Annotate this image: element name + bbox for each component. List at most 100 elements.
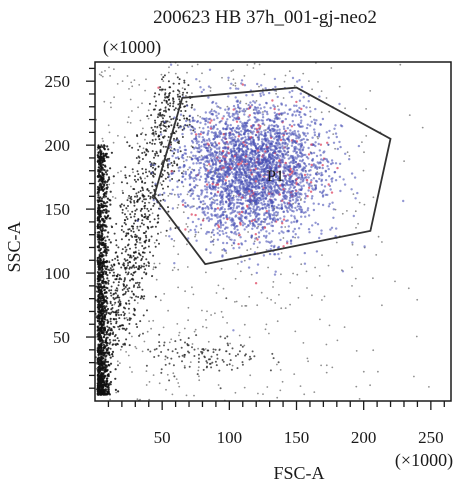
- data-point: [171, 164, 174, 167]
- data-point: [103, 329, 106, 332]
- data-point: [99, 390, 103, 394]
- data-point: [102, 282, 105, 285]
- data-point: [343, 326, 346, 328]
- data-point: [163, 99, 166, 102]
- data-point: [141, 219, 144, 222]
- data-point: [129, 122, 132, 124]
- data-point: [174, 132, 176, 135]
- data-point: [277, 203, 280, 207]
- data-point: [262, 197, 266, 200]
- data-point: [282, 218, 286, 221]
- data-point: [99, 199, 102, 202]
- data-point: [172, 105, 175, 108]
- data-point: [159, 126, 162, 128]
- data-point: [97, 387, 100, 390]
- data-point: [184, 172, 188, 176]
- data-point: [137, 162, 140, 165]
- data-point: [105, 299, 108, 302]
- data-point: [106, 265, 109, 268]
- data-point: [222, 360, 225, 363]
- data-point: [136, 219, 139, 222]
- data-point: [254, 213, 257, 216]
- data-point: [205, 326, 208, 329]
- data-point: [118, 277, 121, 280]
- data-point: [192, 169, 196, 172]
- data-point: [170, 237, 173, 241]
- data-point: [157, 232, 159, 235]
- data-point: [100, 255, 103, 258]
- data-point: [162, 136, 164, 139]
- data-point: [171, 178, 174, 180]
- data-point: [290, 214, 293, 217]
- data-point: [222, 133, 225, 136]
- data-point: [332, 141, 336, 144]
- data-point: [109, 320, 112, 323]
- data-point: [256, 304, 259, 307]
- data-point: [105, 351, 108, 354]
- data-point: [210, 236, 213, 238]
- data-point: [146, 330, 149, 333]
- data-point: [174, 107, 177, 110]
- data-point: [232, 247, 235, 250]
- data-point: [307, 228, 311, 231]
- data-point: [317, 142, 320, 146]
- data-point: [142, 172, 144, 175]
- data-point: [289, 108, 292, 111]
- data-point: [131, 210, 134, 213]
- data-point: [148, 238, 151, 241]
- data-point: [204, 188, 207, 191]
- data-point: [185, 119, 188, 123]
- data-point: [197, 197, 201, 201]
- data-point: [116, 294, 119, 297]
- data-point: [130, 195, 133, 198]
- data-point: [255, 129, 259, 132]
- data-point: [241, 361, 244, 364]
- data-point: [128, 260, 131, 263]
- data-point: [130, 229, 133, 232]
- data-point: [168, 94, 171, 97]
- data-point: [101, 318, 104, 321]
- data-point: [210, 131, 214, 134]
- data-point: [138, 145, 141, 148]
- data-point: [109, 292, 112, 295]
- data-point: [144, 234, 147, 237]
- data-point: [123, 258, 126, 261]
- data-point: [237, 195, 241, 198]
- data-point: [273, 117, 277, 120]
- data-point: [123, 312, 126, 315]
- data-point: [99, 320, 102, 323]
- data-point: [415, 335, 418, 338]
- data-point: [299, 223, 303, 226]
- data-point: [307, 186, 311, 189]
- data-point: [159, 108, 162, 111]
- data-point: [105, 270, 108, 273]
- data-point: [109, 167, 112, 170]
- data-point: [245, 121, 248, 124]
- data-point: [216, 353, 219, 356]
- data-point: [133, 258, 136, 261]
- data-point: [132, 227, 135, 230]
- data-point: [109, 241, 112, 244]
- data-point: [102, 340, 104, 343]
- data-point: [168, 121, 171, 123]
- data-point: [115, 318, 118, 321]
- data-point: [139, 209, 142, 212]
- data-point: [212, 233, 216, 237]
- data-point: [271, 164, 274, 167]
- data-point: [149, 141, 151, 144]
- data-point: [114, 257, 117, 260]
- data-point: [361, 141, 363, 144]
- data-point: [194, 235, 196, 238]
- data-point: [300, 125, 303, 128]
- data-point: [205, 360, 208, 363]
- data-point: [243, 113, 246, 116]
- data-point: [237, 353, 239, 356]
- data-point: [144, 198, 147, 201]
- data-point: [201, 352, 204, 355]
- data-point: [197, 369, 200, 372]
- data-point: [248, 219, 251, 223]
- data-point: [138, 281, 141, 284]
- data-point: [244, 305, 247, 307]
- data-point: [148, 214, 151, 216]
- data-point: [216, 357, 219, 360]
